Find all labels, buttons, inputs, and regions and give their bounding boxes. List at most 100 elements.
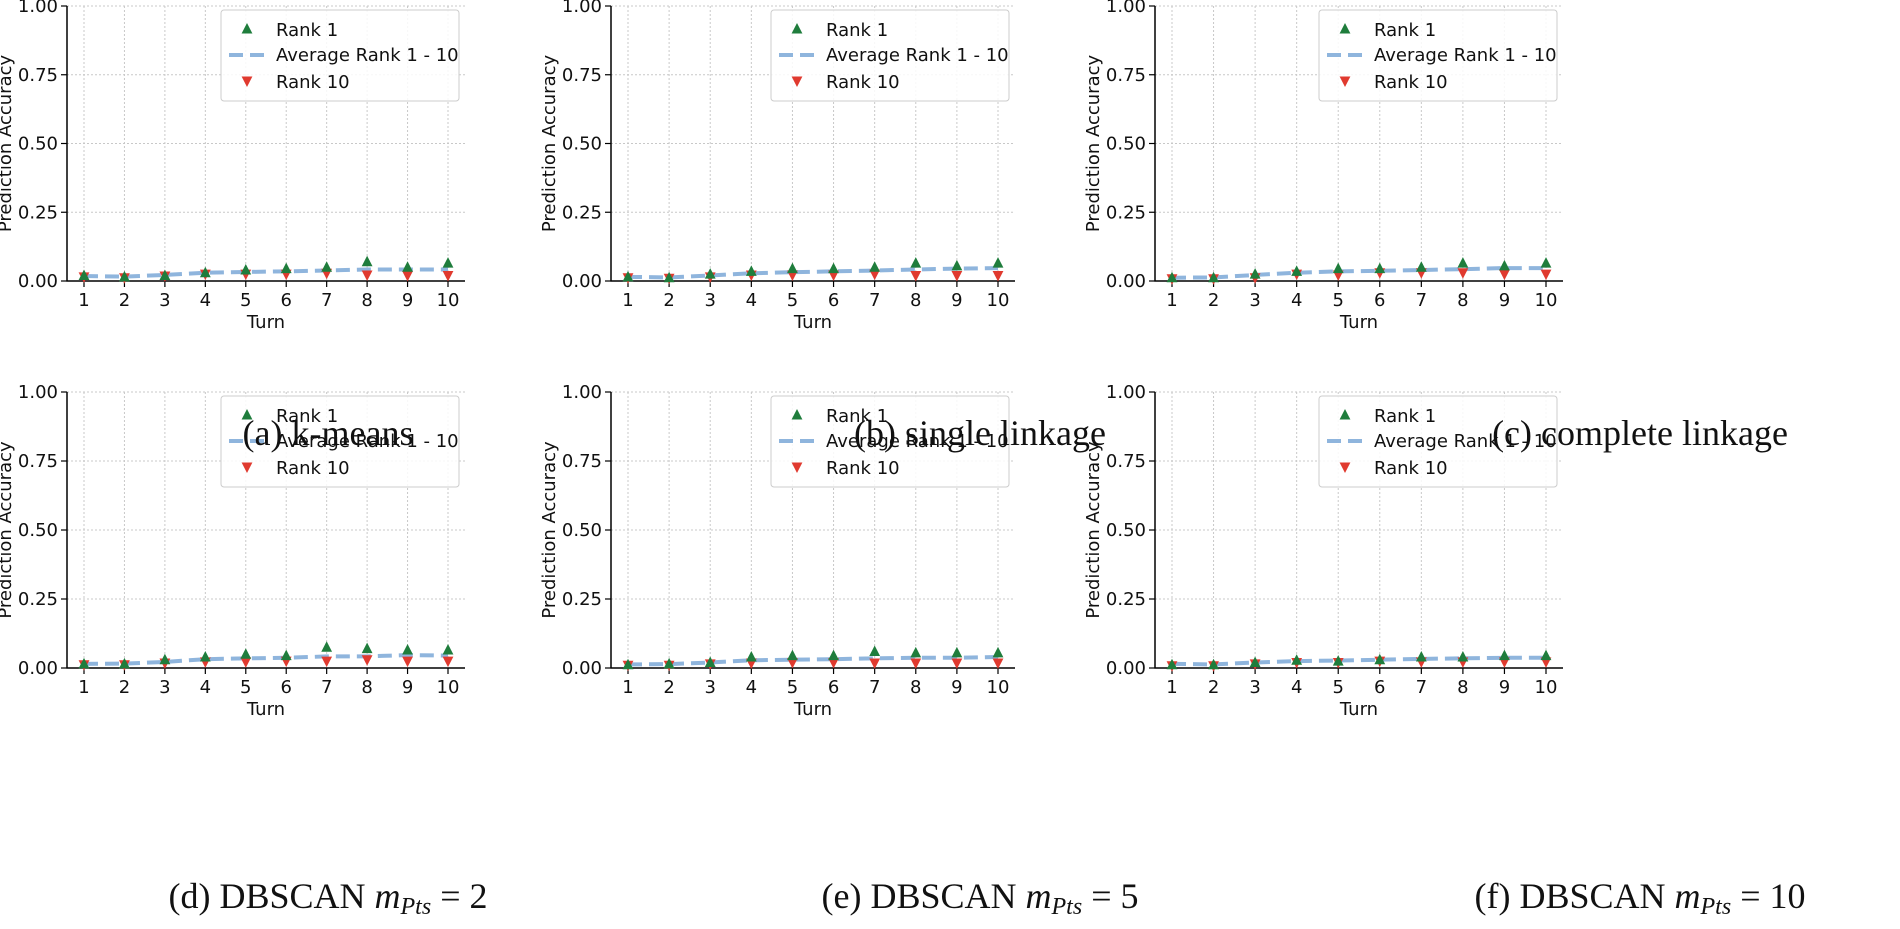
rank10-marker	[787, 657, 798, 669]
rank10-marker	[1499, 269, 1510, 281]
rank1-marker	[442, 644, 454, 655]
rank1-marker	[199, 650, 211, 662]
rank1-marker	[663, 271, 675, 283]
caption-b: (b) single linkage	[670, 413, 1290, 453]
legend-rank10-label: Rank 10	[826, 72, 900, 93]
rank1-marker	[745, 265, 757, 276]
y-tick-label: 1.00	[18, 0, 58, 17]
caption-math-sub: Pts	[1051, 894, 1083, 920]
caption-e: (e) DBSCAN mPts = 5	[670, 876, 1290, 927]
x-tick-label: 4	[746, 677, 757, 698]
caption-label: (a)	[242, 413, 283, 453]
caption-math-var: m	[1025, 876, 1052, 916]
legend-rank1-label: Rank 1	[276, 20, 338, 41]
x-tick-label: 6	[1374, 677, 1385, 698]
rank1-marker	[1332, 655, 1344, 666]
legend-rank10-label: Rank 10	[826, 458, 900, 479]
x-tick-label: 4	[746, 290, 757, 311]
rank10-marker	[321, 656, 333, 668]
legend-rank1-label: Rank 1	[1374, 20, 1436, 41]
x-tick-label: 3	[1249, 677, 1260, 698]
y-tick-label: 0.75	[1106, 451, 1146, 472]
x-tick-label: 2	[663, 290, 674, 311]
rank1-marker	[951, 259, 963, 271]
x-tick-label: 1	[78, 290, 89, 311]
caption-label: (e)	[821, 876, 862, 916]
rank1-marker	[1166, 271, 1178, 283]
x-tick-label: 3	[159, 677, 170, 698]
rank1-marker	[869, 261, 881, 272]
y-tick-label: 0.50	[1106, 134, 1146, 155]
legend-rank1-marker	[241, 23, 253, 34]
rank1-marker	[1540, 649, 1552, 661]
y-tick-label: 0.25	[1106, 589, 1146, 610]
legend-average-label: Average Rank 1 - 10	[1374, 45, 1557, 66]
caption-math-var: m	[374, 876, 401, 916]
rank1-marker	[240, 264, 252, 275]
caption-label: (c)	[1492, 413, 1533, 453]
y-tick-label: 1.00	[18, 382, 58, 403]
series-line-average	[627, 266, 999, 280]
x-tick-label: 8	[361, 290, 372, 311]
y-tick-label: 0.50	[1106, 520, 1146, 541]
chart-panel: 0.00 0.25 0.50 0.75 1.00 1 2 3 4 5 6 7 8 9 10 Turn Predi…	[0, 382, 465, 720]
x-tick-label: 2	[663, 677, 674, 698]
rank1-marker	[1166, 658, 1178, 670]
legend-box	[220, 395, 460, 488]
x-tick-label: 8	[1457, 290, 1468, 311]
rank1-marker	[1332, 262, 1344, 274]
x-tick-label: 1	[1166, 290, 1177, 311]
rank10-marker	[910, 271, 922, 282]
rank1-marker	[787, 649, 798, 661]
y-axis-title: Prediction Accuracy	[539, 441, 560, 619]
caption-math-sub: Pts	[400, 894, 432, 920]
legend: Rank 1 Average Rank 1 - 10 Rank 10	[770, 9, 1010, 102]
x-tick-label: 8	[361, 677, 372, 698]
x-tick-label: 8	[910, 290, 921, 311]
caption-label: (f)	[1474, 876, 1511, 916]
chart-panel: 0.00 0.25 0.50 0.75 1.00 1 2 3 4 5 6 7 8 9 10 Turn Predi…	[1083, 0, 1563, 333]
x-tick-label: 7	[1416, 290, 1427, 311]
y-axis-title: Prediction Accuracy	[539, 54, 560, 232]
rank10-marker	[869, 269, 881, 281]
y-tick-label: 0.00	[18, 658, 58, 679]
x-tick-label: 1	[622, 677, 633, 698]
x-axis-title: Turn	[793, 699, 832, 720]
y-axis-title: Prediction Accuracy	[0, 54, 16, 232]
legend-rank10-marker	[1339, 76, 1351, 87]
y-tick-label: 0.25	[18, 589, 58, 610]
x-tick-label: 1	[78, 677, 89, 698]
rank1-marker	[280, 262, 292, 274]
rank10-marker	[402, 656, 413, 668]
caption-label: (d)	[168, 876, 211, 916]
rank1-marker	[910, 646, 922, 658]
rank1-marker	[1249, 268, 1261, 279]
rank1-marker	[361, 642, 373, 654]
x-tick-label: 10	[987, 290, 1010, 311]
y-tick-label: 1.00	[1106, 382, 1146, 403]
y-tick-label: 0.25	[562, 589, 602, 610]
x-tick-label: 6	[828, 290, 839, 311]
x-tick-label: 5	[1332, 677, 1343, 698]
rank10-marker	[992, 271, 1004, 282]
y-tick-label: 0.00	[562, 658, 602, 679]
x-tick-label: 4	[200, 290, 211, 311]
rank1-marker	[78, 657, 90, 669]
x-tick-label: 4	[200, 677, 211, 698]
caption-math-sub: Pts	[1700, 894, 1732, 920]
rank1-marker	[951, 646, 963, 658]
caption-text: k-means	[291, 413, 414, 453]
legend-box	[1318, 395, 1558, 488]
legend-rank1-marker	[1339, 23, 1351, 34]
rank1-marker	[1374, 653, 1386, 665]
x-tick-label: 3	[704, 290, 715, 311]
y-axis-title: Prediction Accuracy	[1083, 441, 1104, 619]
legend-rank10-label: Rank 10	[276, 72, 350, 93]
rank1-marker	[828, 649, 839, 661]
x-tick-label: 5	[240, 290, 251, 311]
x-tick-label: 7	[869, 677, 880, 698]
legend-rank10-label: Rank 10	[1374, 458, 1448, 479]
legend-rank1-marker	[1339, 409, 1351, 420]
